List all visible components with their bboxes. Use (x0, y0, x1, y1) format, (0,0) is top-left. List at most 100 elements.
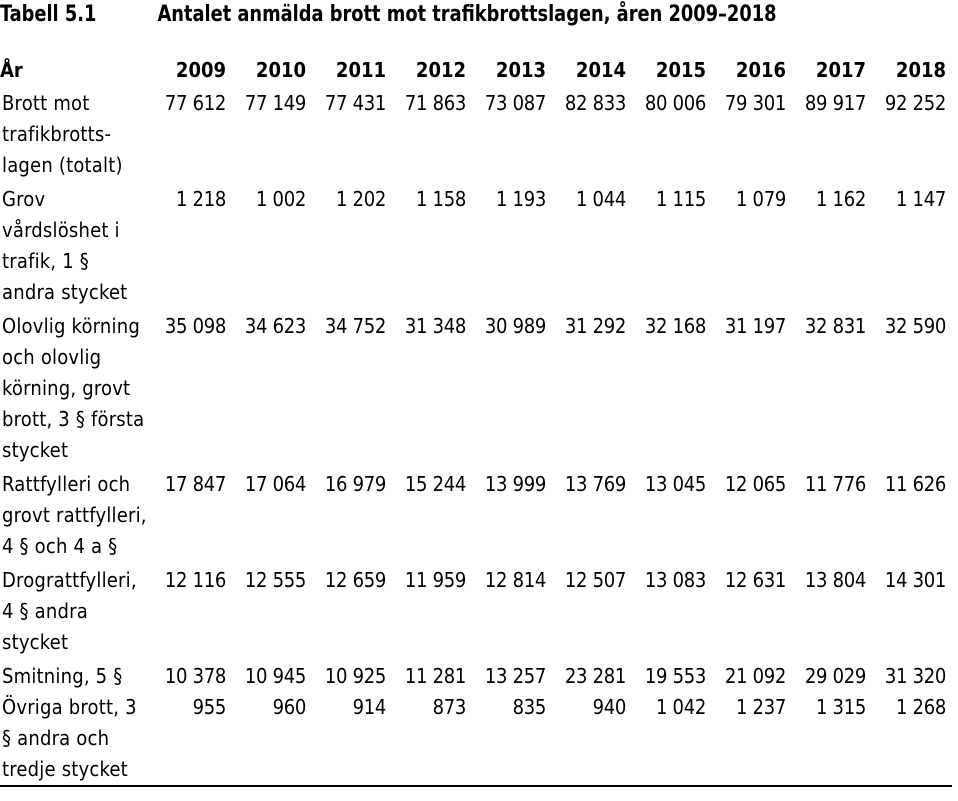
table-cell: 34 623 (244, 314, 306, 338)
table-cell: 82 833 (564, 91, 626, 115)
row-label: Olovlig körning och olovlig körning, gro… (2, 314, 145, 462)
table-cell: 1 237 (736, 695, 786, 719)
table-cell: 1 115 (656, 187, 706, 211)
table-row: Drograttfylleri, 4 § andra stycket 12 116… (0, 565, 952, 661)
table-cell: 32 168 (644, 314, 706, 338)
table-cell: 77 431 (324, 91, 386, 115)
table-cell: 1 042 (656, 695, 706, 719)
table-cell: 1 315 (816, 695, 866, 719)
table-cell: 29 029 (804, 664, 866, 688)
table-cell: 1 158 (416, 187, 466, 211)
table-cell: 16 979 (324, 472, 386, 496)
table-cell: 12 555 (244, 568, 306, 592)
table-row: Rattfylleri och grovt rattfylleri, 4 § o… (0, 469, 952, 565)
year-header: 2010 (255, 58, 306, 82)
year-header: 2015 (655, 58, 706, 82)
data-table: År 2009 2010 2011 2012 2013 2014 2015 20… (0, 52, 952, 787)
table-cell: 1 147 (896, 187, 946, 211)
table-cell: 77 149 (244, 91, 306, 115)
row-label: Övriga brott, 3 § andra och tredje styck… (2, 695, 137, 781)
table-cell: 10 925 (324, 664, 386, 688)
table-cell: 80 006 (644, 91, 706, 115)
table-cell: 11 626 (884, 472, 946, 496)
table-cell: 873 (432, 695, 467, 719)
table-row: Smitning, 5 § 10 378 10 945 10 925 11 281 13 … (0, 661, 952, 692)
table-cell: 17 847 (164, 472, 226, 496)
table-caption: Tabell 5.1 Antalet anmälda brott mot tra… (0, 2, 777, 32)
table-cell: 13 999 (484, 472, 546, 496)
year-header: 2016 (735, 58, 786, 82)
table-cell: 1 193 (496, 187, 546, 211)
table-cell: 32 590 (884, 314, 946, 338)
table-row: Grov vårdslöshet i trafik, 1 § andra sty… (0, 184, 952, 311)
table-title: Antalet anmälda brott mot trafikbrottsla… (157, 2, 777, 27)
table-cell: 13 769 (564, 472, 626, 496)
table-cell: 940 (592, 695, 627, 719)
table-number: Tabell 5.1 (0, 2, 97, 27)
table-cell: 79 301 (724, 91, 786, 115)
table-cell: 914 (352, 695, 387, 719)
table-cell: 12 507 (564, 568, 626, 592)
table-cell: 1 162 (816, 187, 866, 211)
header-row: År 2009 2010 2011 2012 2013 2014 2015 20… (0, 52, 952, 88)
table-cell: 30 989 (484, 314, 546, 338)
table-cell: 10 945 (244, 664, 306, 688)
row-label: Drograttfylleri, 4 § andra stycket (2, 568, 137, 654)
row-label: Brott mot trafikbrotts-lagen (totalt) (2, 91, 123, 177)
table-cell: 32 831 (804, 314, 866, 338)
table-cell: 11 959 (404, 568, 466, 592)
table-cell: 10 378 (164, 664, 226, 688)
year-header: 2009 (175, 58, 226, 82)
year-header: 2012 (415, 58, 466, 82)
table-cell: 12 814 (484, 568, 546, 592)
table-cell: 77 612 (164, 91, 226, 115)
table-cell: 960 (272, 695, 307, 719)
row-header: År (0, 58, 23, 82)
table-cell: 12 065 (724, 472, 786, 496)
table-cell: 15 244 (404, 472, 466, 496)
table-cell: 835 (512, 695, 547, 719)
table-cell: 955 (192, 695, 227, 719)
table-cell: 17 064 (244, 472, 306, 496)
table-cell: 1 044 (576, 187, 626, 211)
table-cell: 73 087 (484, 91, 546, 115)
table-cell: 13 804 (804, 568, 866, 592)
table-cell: 31 292 (564, 314, 626, 338)
table-cell: 14 301 (884, 568, 946, 592)
table-row: Brott mot trafikbrotts-lagen (totalt) 77 … (0, 88, 952, 184)
table-cell: 21 092 (724, 664, 786, 688)
year-header: 2018 (895, 58, 946, 82)
table-cell: 13 045 (644, 472, 706, 496)
table-cell: 71 863 (404, 91, 466, 115)
table-cell: 31 320 (884, 664, 946, 688)
table-cell: 1 002 (256, 187, 306, 211)
table-cell: 11 776 (804, 472, 866, 496)
table-cell: 11 281 (404, 664, 466, 688)
table-cell: 1 079 (736, 187, 786, 211)
year-header: 2017 (815, 58, 866, 82)
table-cell: 34 752 (324, 314, 386, 338)
table-body: Brott mot trafikbrotts-lagen (totalt) 77 … (0, 88, 952, 786)
table-cell: 23 281 (564, 664, 626, 688)
table-cell: 12 116 (164, 568, 226, 592)
table-cell: 1 218 (176, 187, 226, 211)
row-label: Grov vårdslöshet i trafik, 1 § andra sty… (2, 187, 128, 304)
table-cell: 92 252 (884, 91, 946, 115)
year-header: 2013 (495, 58, 546, 82)
table-cell: 35 098 (164, 314, 226, 338)
row-label: Rattfylleri och grovt rattfylleri, 4 § o… (2, 472, 147, 558)
table-cell: 1 202 (336, 187, 386, 211)
row-label: Smitning, 5 § (2, 664, 123, 688)
table-cell: 89 917 (804, 91, 866, 115)
table-row: Övriga brott, 3 § andra och tredje styck… (0, 692, 952, 786)
table-cell: 13 083 (644, 568, 706, 592)
table-cell: 12 631 (724, 568, 786, 592)
table-cell: 31 197 (724, 314, 786, 338)
year-header: 2014 (575, 58, 626, 82)
year-header: 2011 (335, 58, 386, 82)
table-cell: 1 268 (896, 695, 946, 719)
table-cell: 13 257 (484, 664, 546, 688)
table-cell: 19 553 (644, 664, 706, 688)
table-cell: 31 348 (404, 314, 466, 338)
